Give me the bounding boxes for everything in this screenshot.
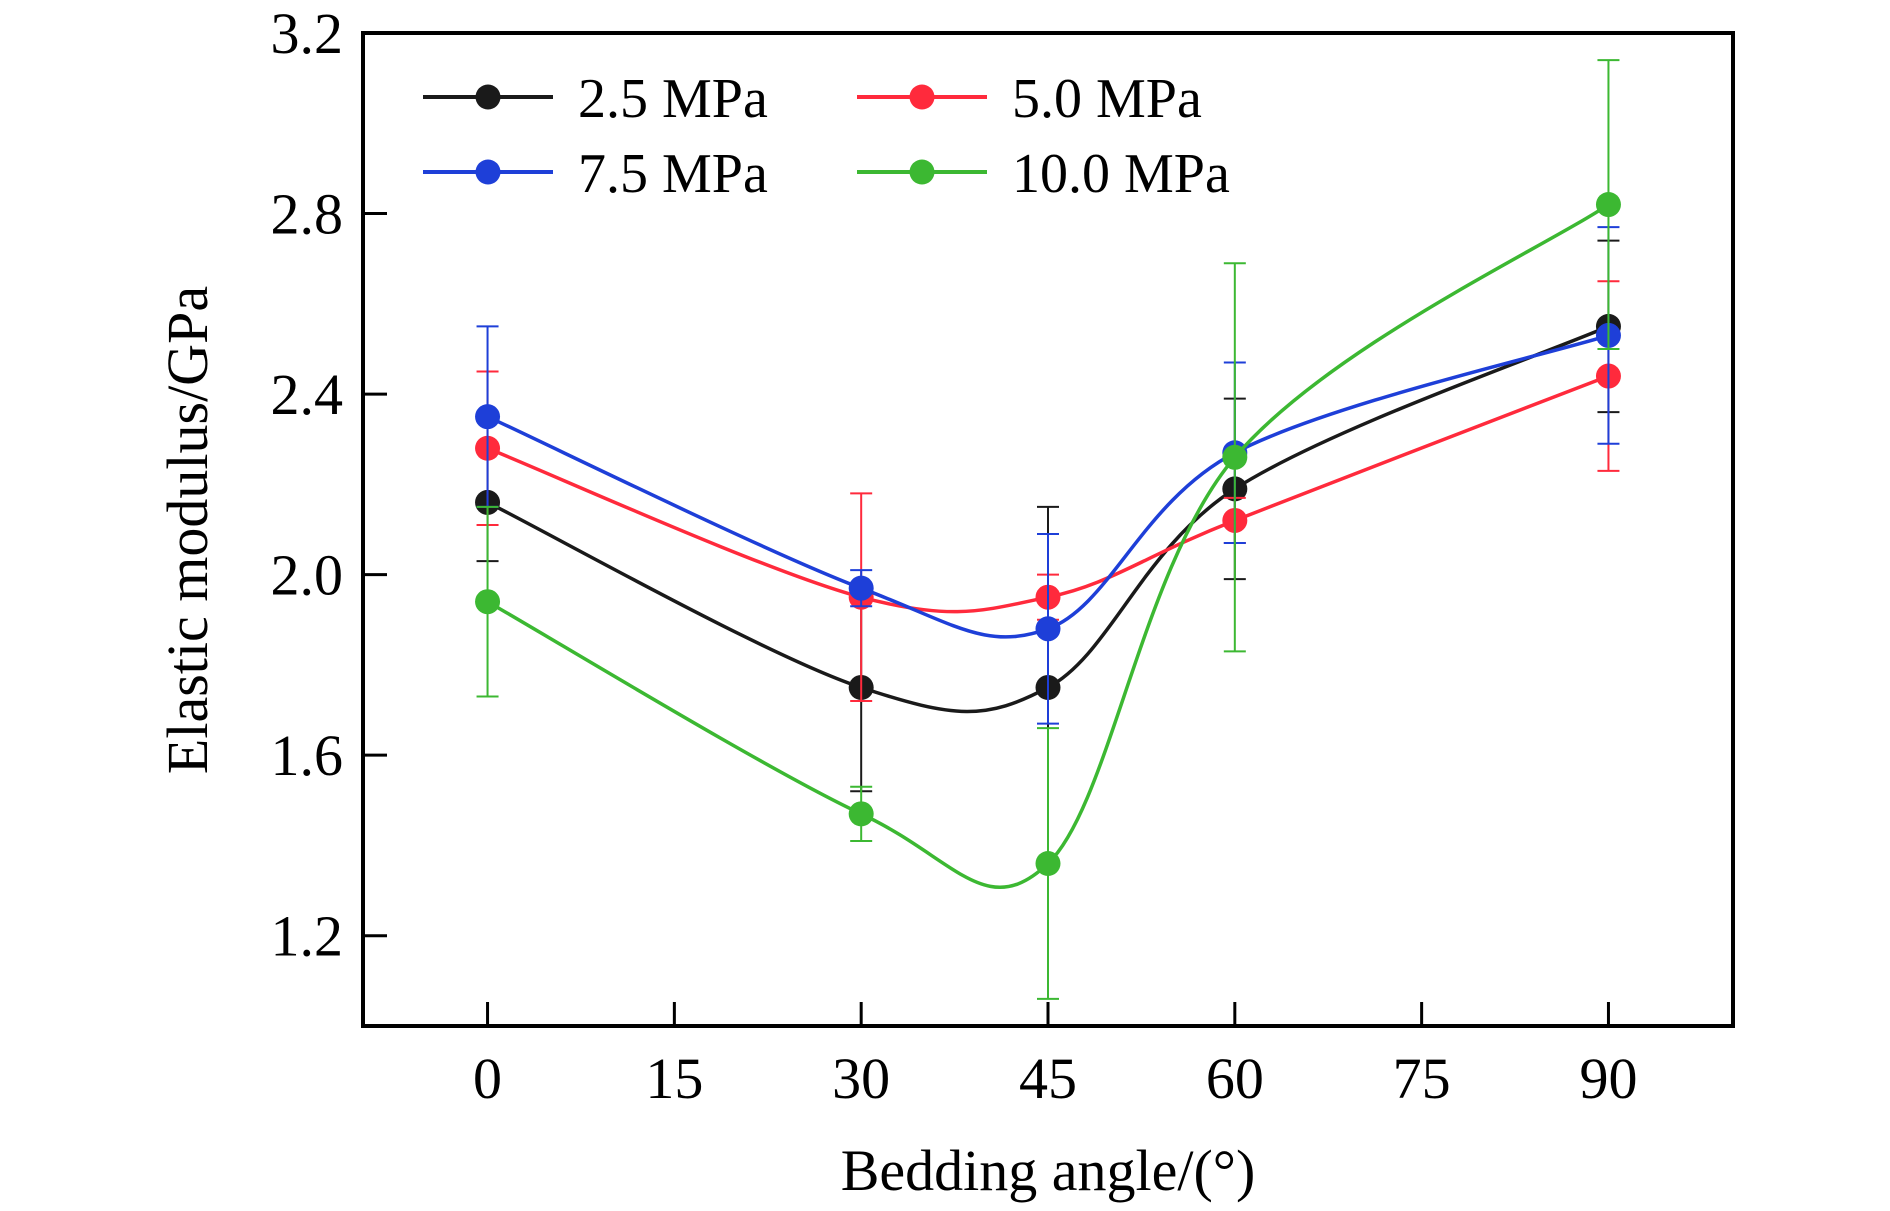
x-tick-label: 45 (1019, 1046, 1077, 1111)
y-tick-label: 1.2 (271, 904, 344, 969)
legend-marker (909, 84, 935, 110)
data-point (848, 575, 874, 601)
x-tick-label: 30 (832, 1046, 890, 1111)
x-axis-label: Bedding angle/(°) (841, 1138, 1256, 1203)
legend-label: 10.0 MPa (1012, 143, 1230, 205)
data-point (475, 404, 501, 430)
data-point (475, 589, 501, 615)
y-tick-label: 2.0 (271, 543, 344, 608)
data-point (1595, 192, 1621, 218)
legend-label: 7.5 MPa (578, 143, 768, 205)
x-tick-label: 90 (1579, 1046, 1637, 1111)
legend-marker (909, 159, 935, 185)
legend-item: 10.0 MPa (857, 143, 1230, 205)
y-tick-label: 2.4 (271, 362, 344, 427)
series-layer (475, 59, 1621, 1000)
data-point (1035, 851, 1061, 877)
series-2 (475, 226, 1621, 725)
y-axis-label: Elastic modulus/GPa (155, 286, 220, 774)
legend-label: 5.0 MPa (1012, 68, 1202, 130)
data-point (1035, 616, 1061, 642)
y-tick-label: 2.8 (271, 182, 344, 247)
y-tick-label: 3.2 (271, 1, 344, 66)
data-point (848, 801, 874, 827)
x-tick-label: 75 (1393, 1046, 1451, 1111)
legend-marker (475, 84, 501, 110)
legend: 2.5 MPa 5.0 MPa 7.5 MPa 10.0 MPa (423, 68, 1230, 205)
data-point (1222, 444, 1248, 470)
y-tick-label: 1.6 (271, 723, 344, 788)
ticks-layer: 0 15 30 45 60 75 90 1.2 1.6 2.0 2.4 2.8 3.2 (271, 1, 1638, 1111)
legend-marker (475, 159, 501, 185)
legend-item: 7.5 MPa (423, 143, 768, 205)
legend-label: 2.5 MPa (578, 68, 768, 130)
legend-item: 5.0 MPa (857, 68, 1202, 130)
series-3 (475, 59, 1621, 1000)
x-tick-label: 0 (473, 1046, 502, 1111)
x-tick-label: 15 (645, 1046, 703, 1111)
legend-item: 2.5 MPa (423, 68, 768, 130)
series-line (486, 203, 1610, 890)
x-tick-label: 60 (1206, 1046, 1264, 1111)
